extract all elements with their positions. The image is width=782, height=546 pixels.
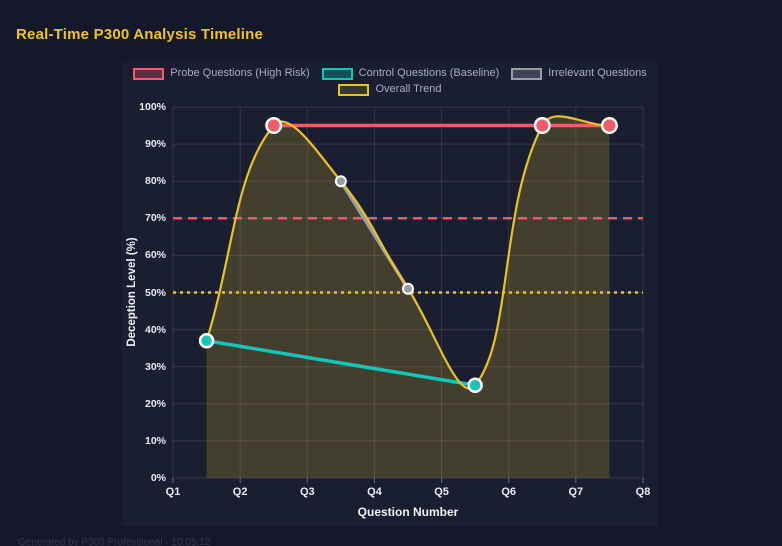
y-tick-label: 90% (144, 138, 166, 151)
y-tick-label: 30% (144, 360, 166, 373)
data-point[interactable] (198, 332, 215, 349)
y-axis-title: Deception Level (%) (126, 237, 138, 347)
footer-status-text: Generated by P300 Professional - 10:05:1… (18, 537, 211, 546)
y-tick-label: 100% (139, 101, 166, 113)
y-tick-label: 0% (150, 472, 166, 484)
x-tick-label: Q5 (434, 486, 449, 498)
x-tick-label: Q2 (232, 486, 248, 498)
data-point[interactable] (600, 117, 618, 135)
legend-label-trend: Overall Trend (375, 83, 442, 95)
legend-label-control: Control Questions (Baseline) (358, 67, 500, 79)
legend-row-1: Probe Questions (High Risk) Control Ques… (133, 67, 647, 80)
x-tick-label: Q7 (568, 486, 584, 498)
x-tick-label: Q1 (165, 486, 181, 498)
x-tick-label: Q3 (299, 486, 315, 498)
x-tick-label: Q6 (501, 486, 517, 498)
irrelevant-legend-swatch-icon (511, 67, 543, 80)
data-point[interactable] (402, 282, 414, 295)
y-tick-label: 50% (144, 286, 166, 299)
y-tick-label: 10% (144, 434, 166, 447)
legend-item-control[interactable]: Control Questions (Baseline) (321, 67, 500, 80)
data-point[interactable] (265, 117, 283, 135)
control-legend-swatch-icon (321, 67, 353, 80)
page-title: Real-Time P300 Analysis Timeline (16, 26, 264, 43)
data-point[interactable] (334, 175, 347, 188)
y-tick-label: 40% (144, 323, 166, 336)
y-tick-label: 60% (144, 249, 166, 262)
data-point[interactable] (533, 117, 551, 135)
legend-row-2: Overall Trend (338, 83, 442, 96)
y-tick-label: 80% (144, 175, 166, 188)
y-tick-label: 70% (144, 212, 166, 225)
legend-item-trend[interactable]: Overall Trend (338, 83, 442, 96)
x-axis-title: Question Number (357, 505, 459, 519)
probe-legend-swatch-icon (133, 67, 165, 80)
y-tick-label: 20% (144, 397, 166, 410)
legend-label-probe: Probe Questions (High Risk) (170, 67, 310, 79)
legend-item-irrelevant[interactable]: Irrelevant Questions (511, 67, 647, 80)
data-point[interactable] (467, 377, 483, 393)
chart-legend: Probe Questions (High Risk) Control Ques… (122, 67, 658, 96)
legend-label-irrelevant: Irrelevant Questions (548, 67, 647, 79)
x-tick-label: Q8 (635, 486, 651, 498)
x-tick-label: Q4 (367, 486, 382, 498)
legend-item-probe[interactable]: Probe Questions (High Risk) (133, 67, 310, 80)
trend-legend-swatch-icon (338, 83, 370, 96)
